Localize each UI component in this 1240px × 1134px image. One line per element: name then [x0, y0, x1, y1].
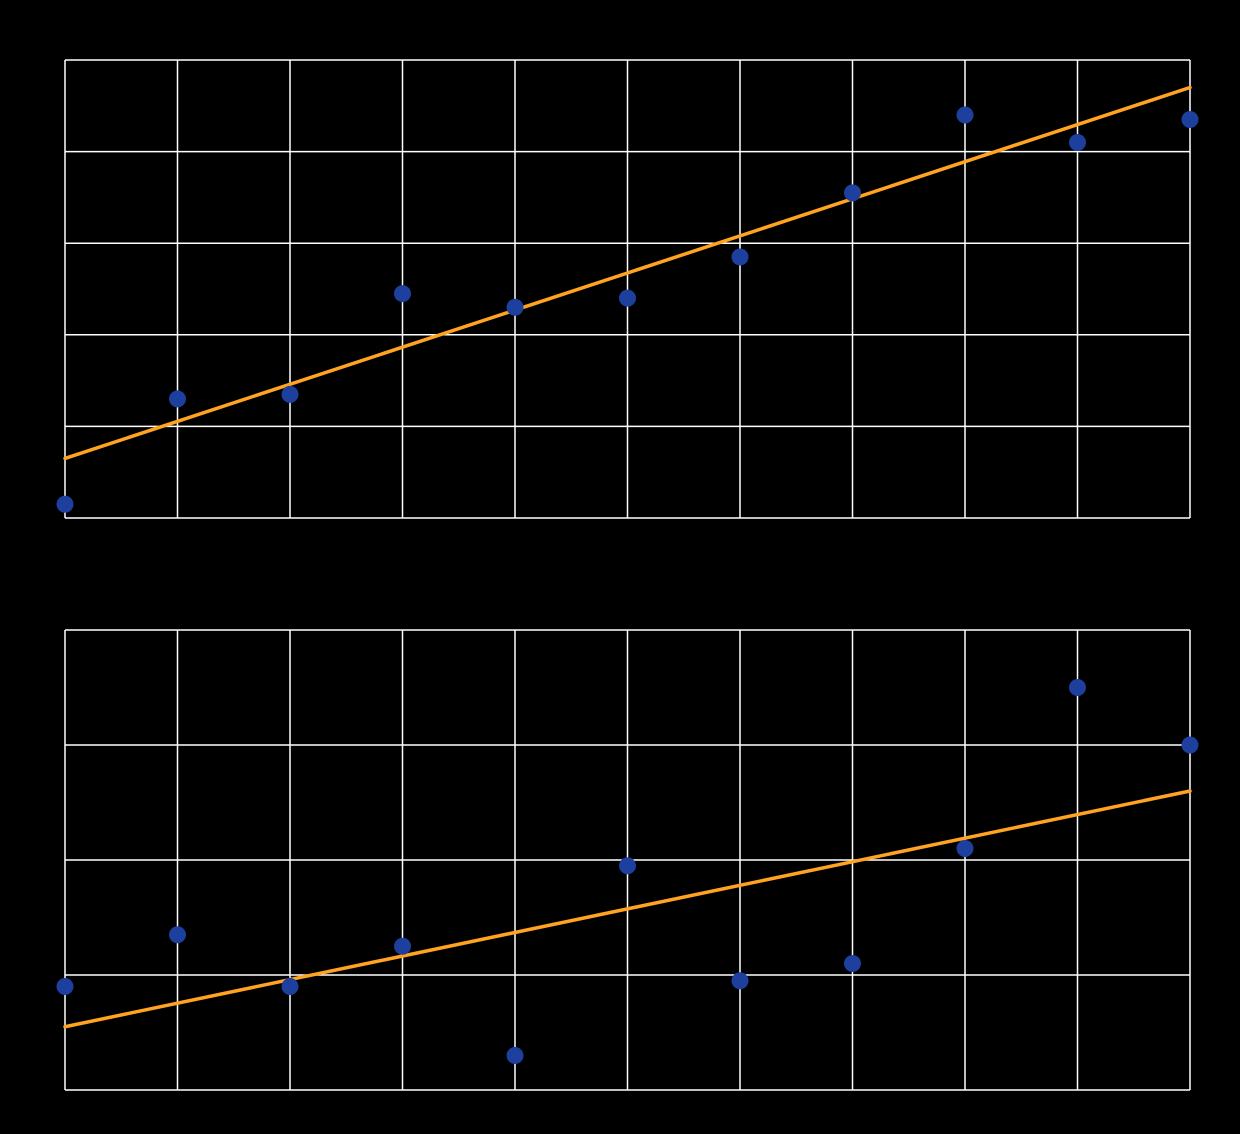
scatter-point [1069, 133, 1086, 151]
scatter-point [56, 495, 74, 513]
scatter-point [56, 978, 74, 995]
scatter-point [619, 857, 636, 875]
scatter-point [169, 390, 186, 408]
scatter-point [844, 955, 861, 972]
scatter-point [1181, 111, 1199, 129]
scatter-point [394, 937, 411, 955]
scatter-point [281, 385, 299, 403]
scatter-point [731, 972, 749, 990]
scatter-point [956, 840, 974, 857]
scatter-point [844, 184, 861, 202]
scatter-point [956, 106, 974, 124]
trend-line [63, 85, 1192, 461]
scatter-point [506, 1047, 524, 1064]
trend-line [63, 789, 1192, 1029]
scatter-point [619, 289, 636, 307]
scatter-point [506, 298, 524, 316]
scatter-point [281, 978, 299, 995]
scatter-point [1069, 679, 1086, 696]
bottom-scatter-chart [56, 629, 1199, 1091]
scatter-point [731, 248, 749, 266]
top-scatter-chart [56, 59, 1199, 519]
scatter-point [169, 926, 186, 944]
scatter-point [1181, 736, 1199, 754]
scatter-point [394, 285, 411, 303]
